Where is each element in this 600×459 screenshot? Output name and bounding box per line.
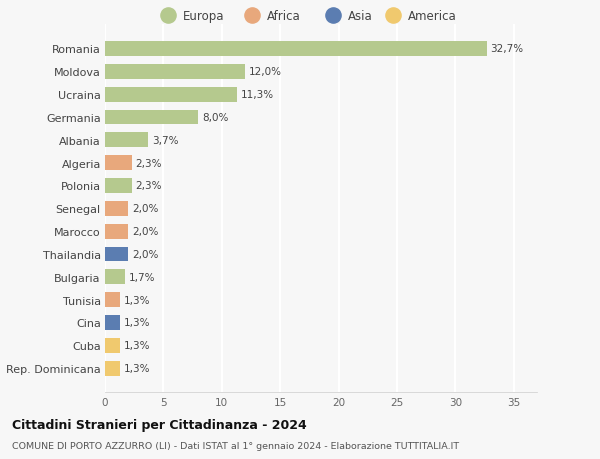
Text: Africa: Africa [267, 10, 301, 23]
Text: 2,0%: 2,0% [132, 227, 158, 237]
Bar [105, 224, 128, 239]
Bar [105, 315, 120, 330]
Text: 1,3%: 1,3% [124, 341, 150, 351]
Bar [105, 247, 128, 262]
Bar [105, 156, 132, 171]
Text: 1,7%: 1,7% [128, 272, 155, 282]
Bar [105, 292, 120, 308]
Bar [105, 133, 148, 148]
Bar [105, 361, 120, 376]
Text: 1,3%: 1,3% [124, 364, 150, 373]
Text: America: America [408, 10, 457, 23]
Bar [105, 110, 199, 125]
Text: 32,7%: 32,7% [490, 45, 523, 54]
Text: 12,0%: 12,0% [248, 67, 281, 77]
Text: 2,3%: 2,3% [136, 181, 162, 191]
Bar [105, 88, 237, 102]
Text: 2,0%: 2,0% [132, 204, 158, 214]
Text: 3,7%: 3,7% [152, 135, 178, 146]
Text: 1,3%: 1,3% [124, 295, 150, 305]
Bar [105, 65, 245, 79]
Text: Europa: Europa [183, 10, 224, 23]
Text: 2,0%: 2,0% [132, 249, 158, 259]
Text: 8,0%: 8,0% [202, 113, 228, 123]
Bar [105, 202, 128, 216]
Bar [105, 338, 120, 353]
Text: Cittadini Stranieri per Cittadinanza - 2024: Cittadini Stranieri per Cittadinanza - 2… [12, 418, 307, 431]
Bar [105, 270, 125, 285]
Text: COMUNE DI PORTO AZZURRO (LI) - Dati ISTAT al 1° gennaio 2024 - Elaborazione TUTT: COMUNE DI PORTO AZZURRO (LI) - Dati ISTA… [12, 441, 459, 450]
Text: Asia: Asia [348, 10, 373, 23]
Bar [105, 42, 487, 57]
Bar [105, 179, 132, 193]
Text: 11,3%: 11,3% [241, 90, 274, 100]
Text: 1,3%: 1,3% [124, 318, 150, 328]
Text: 2,3%: 2,3% [136, 158, 162, 168]
